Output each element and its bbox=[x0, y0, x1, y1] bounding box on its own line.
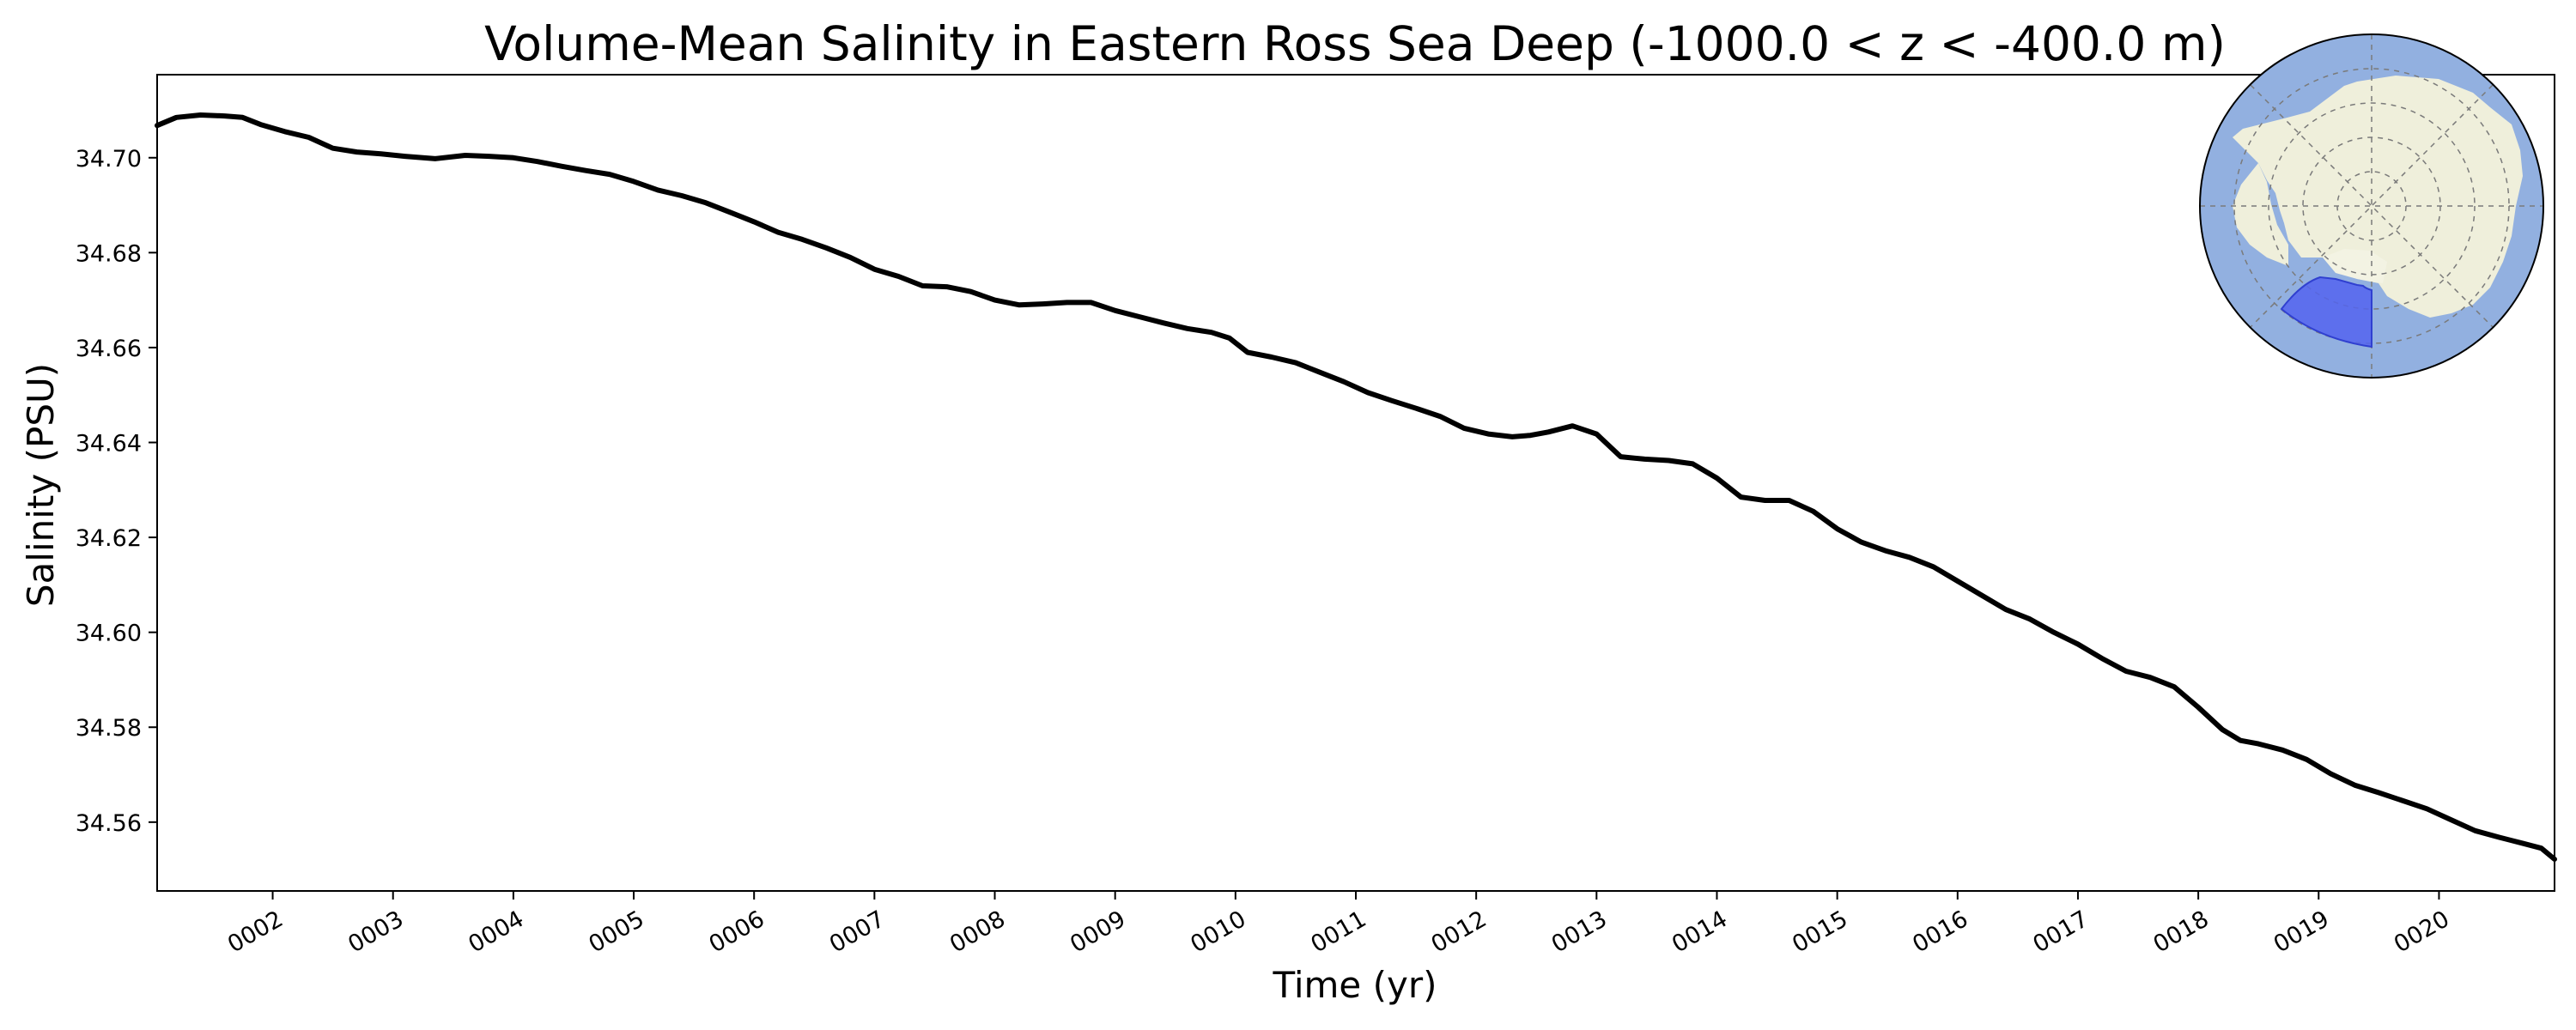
x-tick-label: 0004 bbox=[464, 906, 528, 958]
x-tick-label: 0002 bbox=[223, 906, 288, 958]
x-tick-label: 0017 bbox=[2028, 906, 2093, 958]
y-axis-label: Salinity (PSU) bbox=[20, 363, 62, 607]
x-tick-label: 0007 bbox=[825, 906, 890, 958]
plot-area bbox=[155, 74, 2557, 892]
y-tick-label: 34.68 bbox=[76, 240, 142, 267]
x-tick-label: 0016 bbox=[1908, 906, 1972, 958]
inset-eastern-ross-sea-region bbox=[2280, 276, 2372, 348]
y-tick-label: 34.62 bbox=[76, 525, 142, 552]
x-tick-label: 0011 bbox=[1306, 906, 1370, 958]
y-tick-label: 34.56 bbox=[76, 810, 142, 837]
x-tick-label: 0009 bbox=[1066, 906, 1130, 958]
x-tick-label: 0018 bbox=[2149, 906, 2214, 958]
y-tick-label: 34.64 bbox=[76, 431, 142, 457]
y-tick-label: 34.66 bbox=[76, 336, 142, 362]
y-tick-label: 34.60 bbox=[76, 621, 142, 647]
chart-title: Volume-Mean Salinity in Eastern Ross Sea… bbox=[484, 16, 2226, 71]
y-tick-label: 34.58 bbox=[76, 715, 142, 742]
x-tick-label: 0012 bbox=[1427, 906, 1492, 958]
inset-antarctica-land bbox=[2233, 76, 2523, 318]
x-tick-label: 0015 bbox=[1788, 906, 1852, 958]
x-tick-label: 0019 bbox=[2269, 906, 2334, 958]
x-tick-label: 0020 bbox=[2390, 906, 2454, 958]
plot-frame bbox=[156, 74, 2555, 892]
x-tick-label: 0013 bbox=[1547, 906, 1612, 958]
inset-map bbox=[2199, 33, 2544, 379]
x-tick-label: 0014 bbox=[1668, 906, 1732, 958]
y-tick-label: 34.70 bbox=[76, 146, 142, 173]
inset-graticule bbox=[2200, 34, 2543, 378]
x-tick-label: 0003 bbox=[343, 906, 408, 958]
y-axis-ticks: 34.56 34.58 34.60 34.62 34.64 34.66 34.68 34.70 bbox=[76, 146, 157, 837]
x-tick-label: 0008 bbox=[945, 906, 1010, 958]
x-axis-ticks: 0002 0003 0004 0005 0006 0007 0008 0009 0010 0011… bbox=[223, 891, 2454, 958]
inset-map-border bbox=[2199, 33, 2544, 379]
salinity-series-line bbox=[155, 112, 2557, 862]
x-tick-label: 0006 bbox=[705, 906, 769, 958]
x-tick-label: 0010 bbox=[1186, 906, 1250, 958]
x-tick-label: 0005 bbox=[585, 906, 649, 958]
x-axis-label: Time (yr) bbox=[1272, 964, 1437, 1006]
